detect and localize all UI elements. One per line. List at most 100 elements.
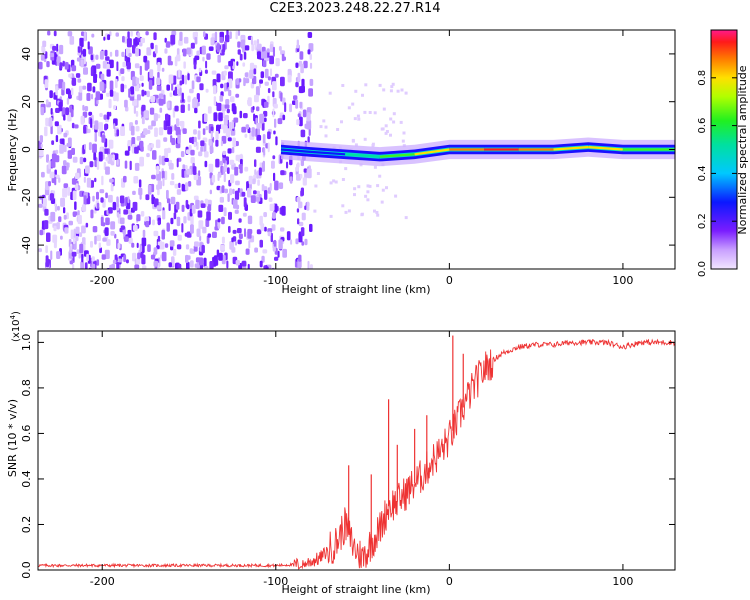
noise-cell xyxy=(133,225,138,231)
x-tick-label: 100 xyxy=(612,575,633,588)
noise-cell xyxy=(179,120,185,127)
noise-cell xyxy=(147,129,151,134)
noise-cell xyxy=(127,142,132,148)
noise-cell xyxy=(136,258,141,265)
noise-cell xyxy=(183,36,189,44)
noise-cell xyxy=(139,65,142,76)
noise-cell xyxy=(190,149,195,156)
noise-cell xyxy=(228,60,233,67)
noise-cell xyxy=(389,133,392,137)
noise-cell xyxy=(281,53,285,62)
noise-cell xyxy=(232,137,236,148)
noise-cell xyxy=(83,195,87,206)
noise-cell xyxy=(178,39,183,46)
noise-cell xyxy=(313,209,317,213)
noise-cell xyxy=(175,126,181,136)
noise-cell xyxy=(277,250,280,258)
noise-cell xyxy=(127,196,130,204)
noise-cell xyxy=(46,154,49,163)
noise-cell xyxy=(250,195,256,203)
noise-cell xyxy=(340,120,343,124)
noise-cell xyxy=(134,264,140,269)
noise-cell xyxy=(132,201,138,211)
noise-cell xyxy=(120,126,125,136)
noise-cell xyxy=(78,91,83,101)
noise-cell xyxy=(390,85,394,89)
noise-cell xyxy=(256,128,260,136)
noise-cell xyxy=(273,130,276,135)
noise-cell xyxy=(63,160,67,166)
noise-cell xyxy=(94,120,99,130)
noise-cell xyxy=(210,130,213,139)
noise-cell xyxy=(90,240,93,248)
noise-cell xyxy=(171,30,177,36)
noise-cell xyxy=(163,137,168,142)
noise-cell xyxy=(120,217,125,225)
noise-cell xyxy=(197,102,200,107)
noise-cell xyxy=(61,138,65,146)
snr-multiplier: (x104) xyxy=(9,311,22,342)
noise-cell xyxy=(273,172,276,182)
noise-cell xyxy=(168,262,172,268)
noise-cell xyxy=(91,33,95,38)
noise-cell xyxy=(179,87,182,95)
noise-cell xyxy=(171,173,175,180)
noise-cell xyxy=(224,65,229,70)
noise-cell xyxy=(52,45,57,51)
noise-cell xyxy=(102,237,107,242)
noise-cell xyxy=(222,44,226,53)
noise-cell xyxy=(254,94,259,103)
noise-cell xyxy=(109,178,114,183)
noise-cell xyxy=(126,62,131,70)
noise-cell xyxy=(192,166,197,175)
noise-cell xyxy=(225,99,230,105)
noise-cell xyxy=(199,83,204,91)
noise-cell xyxy=(115,78,118,89)
noise-cell xyxy=(244,72,249,78)
noise-cell xyxy=(284,102,287,113)
noise-cell xyxy=(174,105,179,112)
noise-cell xyxy=(247,215,253,225)
noise-cell xyxy=(381,127,385,131)
noise-cell xyxy=(57,124,62,135)
noise-cell xyxy=(81,225,86,234)
noise-cell xyxy=(123,254,127,263)
noise-cell xyxy=(278,182,284,189)
noise-cell xyxy=(159,107,163,113)
noise-cell xyxy=(99,50,104,60)
noise-cell xyxy=(154,127,158,137)
noise-cell xyxy=(211,174,216,183)
noise-cell xyxy=(263,147,266,156)
noise-cell xyxy=(256,134,262,141)
noise-cell xyxy=(142,265,147,269)
noise-cell xyxy=(113,105,117,110)
noise-cell xyxy=(243,197,247,208)
y-tick-label: 1.0 xyxy=(20,334,33,352)
noise-cell xyxy=(161,155,166,166)
noise-cell xyxy=(175,201,180,210)
noise-cell xyxy=(107,34,111,41)
noise-cell xyxy=(178,182,181,189)
noise-cell xyxy=(297,72,301,82)
noise-cell xyxy=(140,211,145,217)
noise-cell xyxy=(278,46,282,51)
noise-cell xyxy=(295,99,299,109)
noise-cell xyxy=(181,92,184,102)
noise-cell xyxy=(124,99,128,108)
noise-cell xyxy=(203,113,208,123)
noise-cell xyxy=(247,97,252,107)
noise-cell xyxy=(120,225,125,230)
noise-cell xyxy=(402,131,406,135)
noise-cell xyxy=(191,136,195,145)
noise-cell xyxy=(153,230,159,237)
noise-cell xyxy=(105,217,110,226)
noise-cell xyxy=(259,239,263,248)
noise-cell xyxy=(253,190,257,195)
noise-cell xyxy=(216,185,221,191)
noise-cell xyxy=(172,249,177,256)
noise-cell xyxy=(90,209,94,219)
noise-cell xyxy=(231,147,235,154)
x-tick-label: 100 xyxy=(612,274,633,287)
noise-cell xyxy=(208,138,212,146)
colorbar: 0.0 0.2 0.4 0.6 0.8 Normalized spectral ampl… xyxy=(697,29,749,277)
